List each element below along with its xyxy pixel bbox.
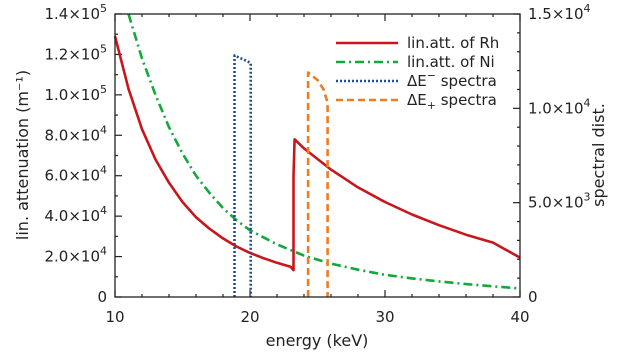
y-tick-label: 6.0×104 bbox=[44, 164, 107, 185]
legend-label: ΔE− spectra bbox=[407, 69, 497, 90]
x-tick-label: 40 bbox=[510, 308, 529, 326]
series-lines bbox=[113, 13, 521, 297]
x-tick-label: 20 bbox=[240, 308, 259, 326]
y-axis-title: lin. attenuation (m⁻¹) bbox=[13, 70, 32, 240]
legend-label: ΔE+ spectra bbox=[407, 91, 497, 112]
y-tick-label: 1.0×105 bbox=[44, 83, 107, 104]
y2-tick-label: 1.0×104 bbox=[528, 96, 591, 117]
x-tick-label: 30 bbox=[375, 308, 394, 326]
y-tick-label: 4.0×104 bbox=[44, 204, 107, 225]
y-tick-label: 0 bbox=[97, 288, 107, 306]
y2-tick-label: 5.0×103 bbox=[528, 191, 591, 212]
series-line-1 bbox=[127, 13, 521, 290]
plot-frame bbox=[114, 13, 521, 298]
y2-tick-label: 1.5×104 bbox=[528, 2, 591, 23]
y-tick-label: 2.0×104 bbox=[44, 245, 107, 266]
x-axis-title: energy (keV) bbox=[266, 331, 369, 350]
y-tick-label: 8.0×104 bbox=[44, 123, 107, 144]
series-line-3 bbox=[306, 71, 329, 297]
legend-label: lin.att. of Ni bbox=[407, 53, 495, 71]
series-line-0 bbox=[113, 35, 521, 272]
legend-label: lin.att. of Rh bbox=[407, 34, 499, 52]
x-tick-label: 10 bbox=[105, 308, 124, 326]
y2-tick-label: 0 bbox=[528, 288, 538, 306]
y-tick-label: 1.4×105 bbox=[44, 2, 107, 23]
series-line-2 bbox=[233, 54, 252, 297]
y-tick-label: 1.2×105 bbox=[44, 42, 107, 63]
axes: 10 20 30 40 0 2.0×104 4.0×104 6.0×104 8.0×104 1.0… bbox=[44, 2, 590, 326]
y2-axis-title: spectral dist. bbox=[589, 103, 608, 207]
